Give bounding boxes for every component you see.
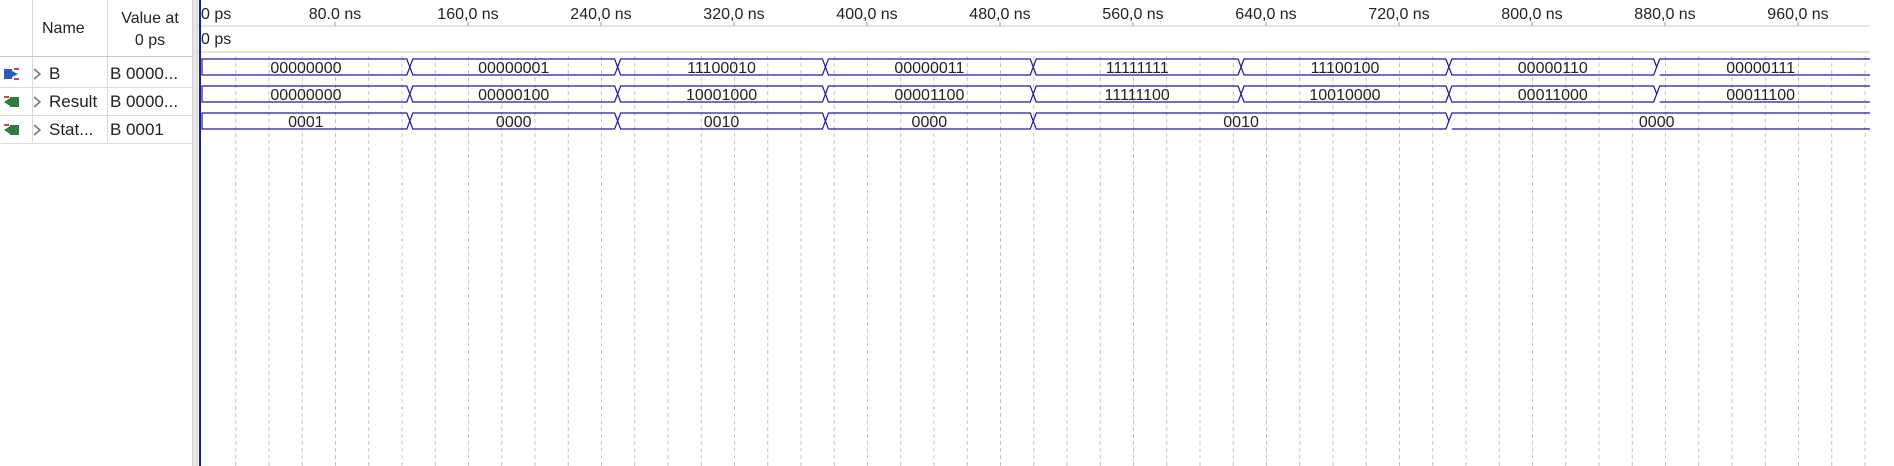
signal-value: B 0000... <box>110 92 179 111</box>
bus-value-label: 0000 <box>1639 114 1675 131</box>
output-pin-icon <box>4 96 19 107</box>
time-tick-label: 880,0 ns <box>1634 6 1695 23</box>
signal-value: B 0000... <box>110 64 179 83</box>
expand-chevron-icon[interactable] <box>32 68 42 80</box>
bus-value-label: 00000001 <box>478 60 549 77</box>
value-header-line1: Value at <box>121 10 179 27</box>
value-header-line2: 0 ps <box>134 32 166 49</box>
bus-segment[interactable] <box>1448 112 1870 130</box>
signal-row-status[interactable]: Stat... B 0001 <box>0 116 192 144</box>
time-cursor-marker[interactable] <box>199 0 201 466</box>
bus-value-label: 00000000 <box>270 60 341 77</box>
input-pin-icon <box>4 68 19 80</box>
bus-value-label: 00000110 <box>1518 60 1588 77</box>
time-tick-label: 0 ps <box>201 6 231 23</box>
time-tick-label: 240,0 ns <box>570 6 631 23</box>
bus-value-label: 0000 <box>496 114 532 131</box>
waveform-row[interactable]: 00000000 00000001 11100010 00000011 11111111… <box>201 58 1870 77</box>
time-tick-label: 480,0 ns <box>969 6 1030 23</box>
header-separator <box>0 56 192 57</box>
grid-lines <box>235 56 1866 466</box>
panel-splitter[interactable] <box>192 0 198 466</box>
time-tick-label: 800,0 ns <box>1501 6 1562 23</box>
expand-chevron-icon[interactable] <box>32 124 42 136</box>
signal-waveforms[interactable]: 00000000 00000001 11100010 00000011 11111111… <box>201 58 1870 131</box>
time-tick-label: 960,0 ns <box>1767 6 1828 23</box>
time-tick-label: 720,0 ns <box>1368 6 1429 23</box>
time-tick-label: 560,0 ns <box>1102 6 1163 23</box>
cursor-time-label: 0 ps <box>201 31 231 48</box>
signal-value: B 0001 <box>110 120 164 139</box>
time-tick-label: 400,0 ns <box>836 6 897 23</box>
time-tick-label: 160,0 ns <box>437 6 498 23</box>
signal-row-b[interactable]: B B 0000... <box>0 60 192 88</box>
bus-segment[interactable] <box>201 85 411 103</box>
waveform-area[interactable]: 0 ps 80.0 ns 160,0 ns 240,0 ns 320,0 ns 400,… <box>198 0 1870 466</box>
bus-segment[interactable] <box>201 58 411 76</box>
bus-value-label: 00000100 <box>478 87 549 104</box>
time-tick-label: 320,0 ns <box>703 6 764 23</box>
bus-value-label: 00000000 <box>270 87 341 104</box>
bus-value-label: 00000111 <box>1726 60 1795 77</box>
column-divider[interactable] <box>32 0 33 142</box>
time-tick-label: 80.0 ns <box>309 6 361 23</box>
column-divider[interactable] <box>107 0 108 142</box>
signal-name: Stat... <box>49 120 94 139</box>
waveform-row[interactable]: 0001 0000 0010 0000 0010 0000 <box>201 112 1870 131</box>
bus-value-label: 11100100 <box>1311 60 1380 77</box>
bus-value-label: 00011100 <box>1726 87 1795 104</box>
bus-value-label: 11111111 <box>1106 60 1169 77</box>
bus-value-label: 0010 <box>1223 114 1259 131</box>
signal-row-result[interactable]: Result B 0000... <box>0 88 192 116</box>
output-pin-icon <box>4 124 19 135</box>
bus-value-label: 0010 <box>704 114 740 131</box>
bus-value-label: 10001000 <box>686 87 757 104</box>
bus-value-label: 11100010 <box>687 60 756 77</box>
bus-value-label: 10010000 <box>1309 87 1380 104</box>
bus-value-label: 00011000 <box>1518 87 1588 104</box>
signal-name: B <box>49 64 61 83</box>
bus-segment[interactable] <box>201 112 411 130</box>
bus-value-label: 11111100 <box>1105 87 1170 104</box>
cursor-readout: 0 ps <box>201 31 231 48</box>
bus-value-label: 00000011 <box>894 60 964 77</box>
time-ruler: 0 ps 80.0 ns 160,0 ns 240,0 ns 320,0 ns 400,… <box>198 6 1870 53</box>
value-column-header[interactable]: Value at 0 ps <box>110 8 190 52</box>
waveform-row[interactable]: 00000000 00000100 10001000 00001100 11111100… <box>201 85 1870 104</box>
expand-chevron-icon[interactable] <box>32 96 42 108</box>
bus-segment[interactable] <box>1656 58 1870 76</box>
signal-name: Result <box>49 92 98 111</box>
bus-value-label: 0001 <box>288 114 324 131</box>
name-column-header[interactable]: Name <box>42 20 85 37</box>
bus-segment[interactable] <box>1656 85 1870 103</box>
signal-list-panel: Name Value at 0 ps B B 0000... Result B … <box>0 0 192 466</box>
bus-value-label: 00001100 <box>894 87 964 104</box>
time-tick-label: 640,0 ns <box>1235 6 1296 23</box>
bus-value-label: 0000 <box>912 114 948 131</box>
